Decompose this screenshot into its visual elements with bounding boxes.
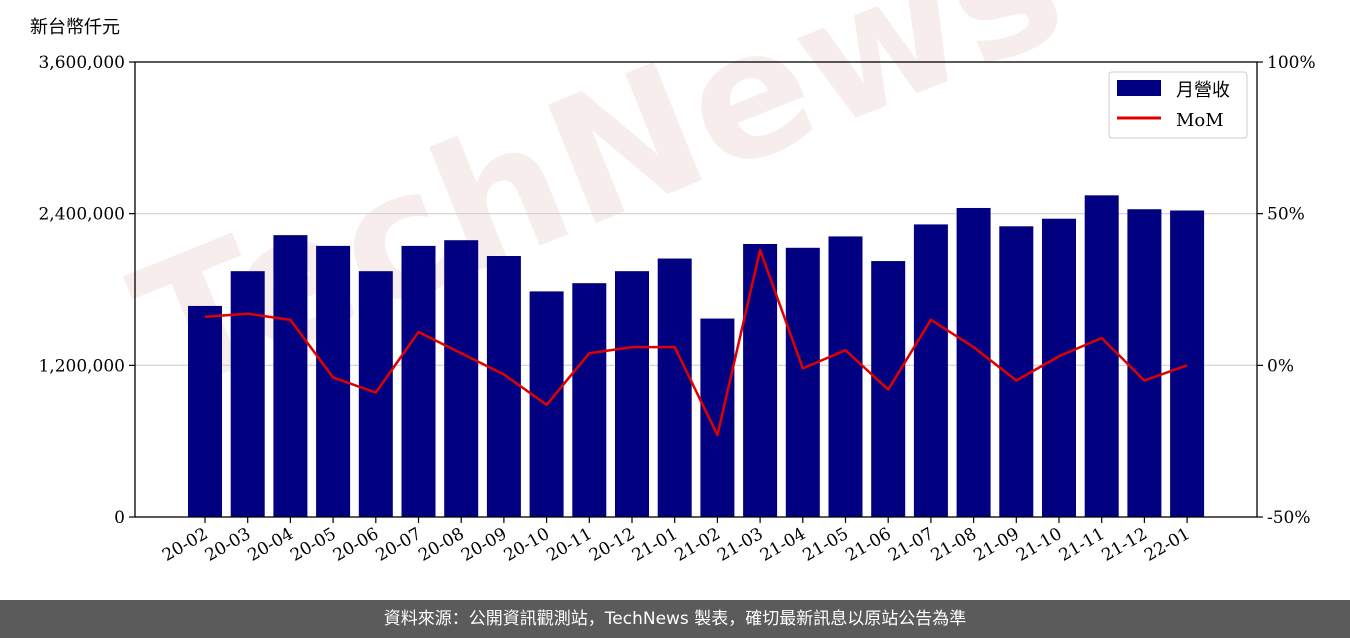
left-tick-label: 1,200,000: [38, 356, 125, 376]
x-tick-label: 20-06: [330, 524, 382, 566]
legend: 月營收 MoM: [1108, 71, 1248, 139]
x-tick-label: 20-02: [159, 524, 211, 566]
bar: [1084, 195, 1119, 517]
bar: [913, 224, 948, 517]
x-tick-label: 21-06: [842, 524, 894, 566]
bar-series: [188, 195, 1205, 518]
x-tick-label: 20-03: [202, 524, 254, 566]
bar: [700, 318, 735, 517]
bar: [444, 240, 479, 518]
x-tick-label: 22-01: [1141, 524, 1193, 566]
left-tick-label: 2,400,000: [38, 205, 125, 225]
left-tick-label: 3,600,000: [38, 53, 125, 73]
revenue-chart: TechNews 新台幣仟元 01,200,0002,400,0003,600,…: [30, 0, 1316, 566]
x-tick-label: 21-03: [714, 524, 766, 566]
right-tick-label: 0%: [1267, 356, 1294, 376]
x-tick-label: 20-05: [287, 524, 339, 566]
legend-label-revenue: 月營收: [1176, 80, 1230, 101]
left-y-axis: 0 1,200,000 2,400,000 3,600,000: [38, 53, 135, 528]
x-tick-label: 21-07: [885, 524, 937, 566]
x-tick-label: 20-08: [415, 524, 467, 566]
x-tick-label: 20-04: [244, 524, 296, 566]
bar: [1170, 210, 1205, 517]
mom-line-series: [204, 248, 1188, 437]
bar: [230, 271, 265, 517]
x-tick-label: 20-07: [373, 524, 425, 566]
x-tick-label: 21-09: [970, 524, 1022, 566]
x-tick-label: 21-05: [800, 524, 852, 566]
x-tick-label: 21-04: [757, 524, 809, 566]
bar: [188, 305, 222, 517]
bar: [358, 271, 393, 517]
x-axis: 20-0220-0320-0420-0520-0620-0720-0820-09…: [159, 517, 1194, 566]
x-tick-label: 20-10: [501, 524, 553, 566]
mom-line: [204, 248, 1188, 437]
x-tick-label: 21-08: [928, 524, 980, 566]
right-y-axis: -50% 0% 50% 100%: [1257, 53, 1316, 528]
x-tick-label: 21-10: [1013, 524, 1065, 566]
x-tick-label: 20-12: [586, 524, 638, 566]
right-tick-label: 100%: [1267, 53, 1316, 73]
bar: [572, 283, 607, 517]
bar: [785, 247, 820, 517]
bar: [401, 245, 436, 518]
x-tick-label: 21-11: [1056, 524, 1108, 566]
bar: [956, 207, 991, 517]
plot-frame: [134, 61, 1258, 518]
bar: [1127, 209, 1162, 518]
bar: [828, 236, 863, 517]
unit-label: 新台幣仟元: [30, 17, 120, 38]
bar: [1042, 218, 1076, 517]
x-tick-label: 20-11: [543, 524, 595, 566]
x-tick-label: 21-02: [671, 524, 723, 566]
x-tick-label: 21-01: [629, 524, 681, 566]
right-tick-label: -50%: [1267, 508, 1311, 528]
bar: [273, 235, 308, 517]
bar: [615, 271, 649, 517]
legend-label-mom: MoM: [1176, 110, 1224, 131]
right-tick-label: 50%: [1267, 205, 1305, 225]
bar: [657, 258, 692, 517]
bar: [486, 256, 521, 517]
left-tick-label: 0: [114, 508, 125, 528]
x-tick-label: 21-12: [1098, 524, 1150, 566]
x-tick-label: 20-09: [458, 524, 510, 566]
source-footer: 資料來源：公開資訊觀測站，TechNews 製表，確切最新訊息以原站公告為準: [0, 600, 1350, 638]
bar: [743, 244, 778, 517]
legend-bar-swatch: [1117, 80, 1161, 96]
